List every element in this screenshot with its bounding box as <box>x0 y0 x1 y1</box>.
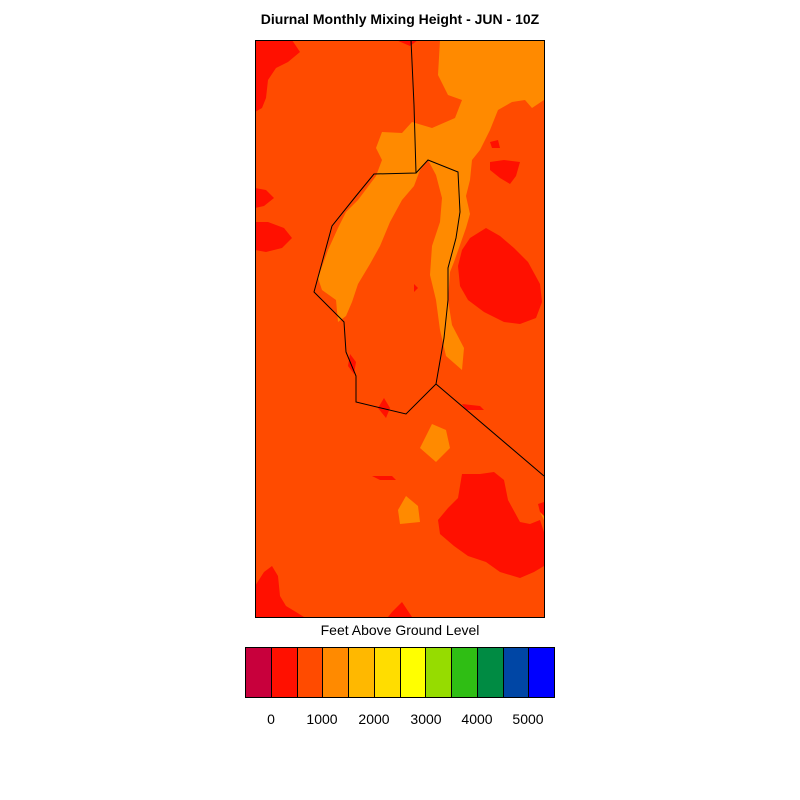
low-band-w2 <box>255 222 292 252</box>
low-band-top-notch <box>396 40 418 46</box>
low-band-ne-small <box>490 160 520 184</box>
low-band-dot-b <box>414 284 418 292</box>
low-band-east-oval <box>458 228 542 324</box>
low-band-nw <box>255 40 300 112</box>
legend-swatch <box>426 648 452 697</box>
legend-swatch <box>503 648 530 697</box>
legend-swatch <box>349 648 375 697</box>
low-band-dot-d <box>378 398 390 418</box>
low-band-dash-e <box>462 404 484 410</box>
low-band-w1 <box>255 188 274 208</box>
boundary-spur-line <box>435 383 544 477</box>
legend-tick-label: 1000 <box>306 711 338 727</box>
legend-colorbar <box>245 647 555 698</box>
low-band-sw <box>255 566 304 617</box>
legend-title: Feet Above Ground Level <box>320 622 480 638</box>
legend-swatch <box>297 648 324 697</box>
low-band-dot-a <box>490 140 500 148</box>
legend-tick-label: 4000 <box>461 711 493 727</box>
high-band-north <box>318 40 544 370</box>
high-band-sw-patch <box>398 496 420 524</box>
legend-swatch <box>246 648 272 697</box>
map-title: Diurnal Monthly Mixing Height - JUN - 10… <box>260 11 540 27</box>
legend-tick-label: 5000 <box>512 711 544 727</box>
legend-swatch <box>529 648 554 697</box>
legend-tick-labels: 0 1000 2000 3000 4000 5000 <box>0 711 800 731</box>
low-band-bottom <box>388 602 412 617</box>
legend-swatch <box>452 648 478 697</box>
low-band-se <box>438 472 544 578</box>
legend-swatch <box>477 648 504 697</box>
map-frame <box>255 40 545 618</box>
state-boundary-line <box>313 40 461 415</box>
legend-swatch <box>400 648 427 697</box>
low-band-dot-c <box>348 354 356 374</box>
low-band-se-dot <box>538 502 544 516</box>
legend-tick-label: 2000 <box>358 711 390 727</box>
legend-tick-label: 0 <box>267 711 275 727</box>
high-band-south-patch <box>420 424 450 462</box>
legend-swatch <box>271 648 298 697</box>
legend-swatch <box>323 648 349 697</box>
legend-swatch <box>374 648 401 697</box>
legend-tick-label: 3000 <box>410 711 442 727</box>
low-band-dash-f <box>372 476 396 480</box>
